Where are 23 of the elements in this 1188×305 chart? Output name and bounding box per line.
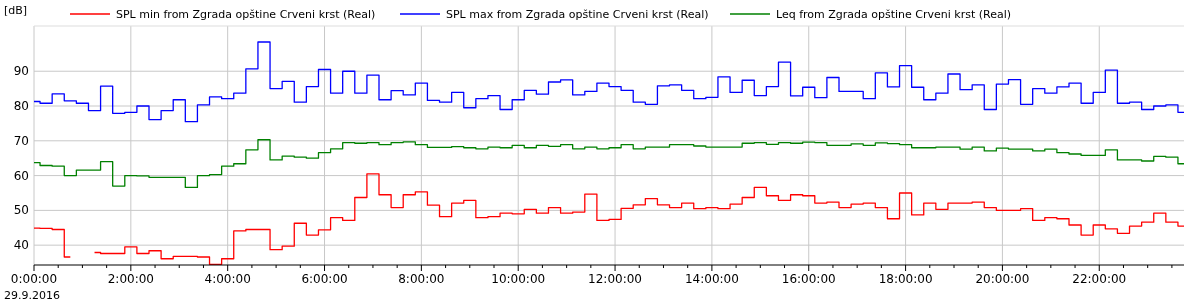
x-tick-label: 16:00:00 bbox=[781, 272, 836, 286]
x-tick-label: 20:00:00 bbox=[975, 272, 1030, 286]
x-tick-label: 6:00:00 bbox=[301, 272, 348, 286]
y-tick-label: 50 bbox=[13, 203, 29, 218]
legend-label: SPL min from Zgrada opštine Crveni krst (Real) bbox=[116, 8, 376, 21]
x-tick-label: 12:00:00 bbox=[588, 272, 643, 286]
x-tick-label: 0:00:00 bbox=[10, 272, 58, 286]
x-tick-label: 22:00:00 bbox=[1072, 272, 1127, 286]
x-tick-label: 18:00:00 bbox=[878, 272, 933, 286]
legend-label: Leq from Zgrada opštine Crveni krst (Real) bbox=[776, 8, 1012, 21]
text: 29.9.2016 bbox=[4, 289, 60, 302]
y-tick-label: 60 bbox=[13, 168, 29, 183]
x-tick-label: 4:00:00 bbox=[204, 272, 251, 286]
y-tick-label: 40 bbox=[13, 238, 29, 253]
y-tick-label: 70 bbox=[13, 133, 29, 148]
y-axis-title: [dB] bbox=[4, 4, 28, 17]
y-tick-label: 80 bbox=[13, 99, 29, 114]
x-tick-label: 10:00:00 bbox=[491, 272, 546, 286]
x-tick-label: 2:00:00 bbox=[107, 272, 154, 286]
legend-label: SPL max from Zgrada opštine Crveni krst (Real) bbox=[446, 8, 709, 21]
y-tick-label: 90 bbox=[13, 64, 29, 79]
x-tick-label: 8:00:00 bbox=[398, 272, 445, 286]
x-tick-label: 14:00:00 bbox=[684, 272, 739, 286]
